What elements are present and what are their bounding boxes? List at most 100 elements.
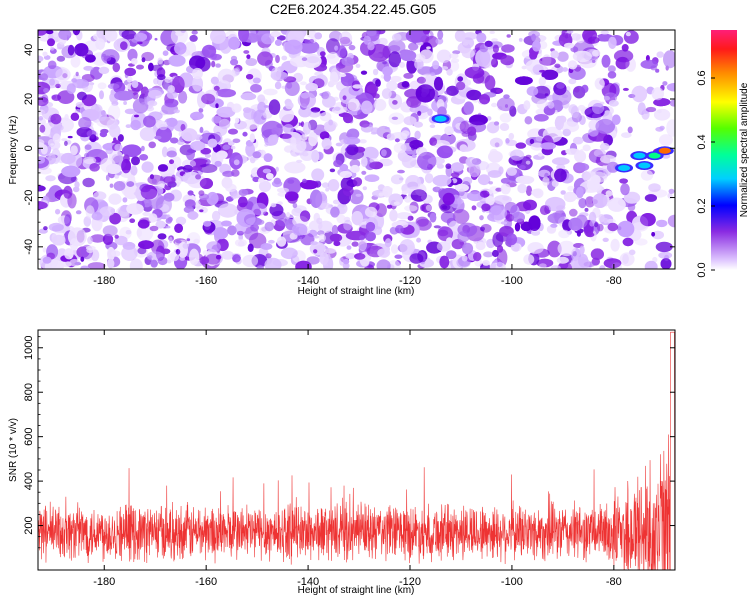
heatmap-speckle	[284, 80, 300, 96]
heatmap-speckle	[163, 176, 176, 184]
heatmap-speckle	[487, 170, 502, 178]
heatmap-speckle	[112, 62, 121, 73]
heatmap-speckle	[283, 123, 294, 134]
heatmap-speckle	[339, 171, 352, 178]
heatmap-speckle	[341, 57, 355, 66]
heatmap-speckle	[263, 153, 273, 163]
heatmap-speckle	[295, 260, 312, 269]
heatmap-speckle	[217, 68, 235, 84]
heatmap-speckle	[240, 92, 257, 101]
heatmap-speckle	[386, 80, 398, 91]
heatmap-speckle	[318, 220, 334, 233]
heatmap-speckle	[246, 54, 251, 59]
heatmap-speckle	[403, 72, 414, 79]
heatmap-speckle	[484, 75, 496, 91]
heatmap-speckle	[321, 182, 330, 188]
heatmap-speckle	[85, 53, 89, 57]
heatmap-speckle	[126, 203, 144, 215]
heatmap-speckle	[113, 81, 126, 94]
heatmap-speckle	[75, 101, 85, 108]
heatmap-speckle	[87, 262, 106, 269]
heatmap-speckle	[38, 185, 46, 192]
heatmap-speckle	[311, 168, 325, 182]
heatmap-speckle	[121, 30, 137, 40]
heatmap-speckle	[482, 260, 490, 266]
heatmap-speckle	[189, 248, 200, 266]
heatmap-speckle	[440, 211, 456, 223]
heatmap-speckle	[547, 240, 562, 258]
heatmap-speckle	[659, 134, 673, 146]
heatmap-speckle	[261, 33, 275, 45]
heatmap-speckle	[252, 151, 262, 159]
heatmap-speckle	[365, 221, 376, 232]
heatmap-speckle	[413, 121, 423, 128]
heatmap-speckle	[38, 201, 48, 210]
heatmap-speckle	[316, 217, 323, 225]
heatmap-speckle	[189, 55, 206, 70]
heatmap-speckle	[525, 154, 532, 159]
heatmap-speckle	[644, 260, 658, 269]
heatmap-speckle	[592, 193, 608, 208]
heatmap-speckle	[182, 171, 201, 185]
heatmap-speckle	[539, 205, 550, 216]
heatmap-speckle	[83, 156, 97, 165]
heatmap-speckle	[131, 80, 139, 88]
heatmap-speckle	[416, 76, 426, 84]
heatmap-speckle	[506, 233, 518, 246]
heatmap-speckle	[538, 76, 546, 86]
heatmap-speckle	[299, 40, 320, 54]
x-tick-label: -140	[297, 576, 319, 588]
heatmap-speckle	[634, 238, 648, 246]
x-tick-label: -140	[297, 275, 319, 287]
heatmap-speckle	[405, 148, 419, 155]
heatmap-speckle	[113, 181, 126, 191]
heatmap-speckle	[222, 170, 235, 177]
heatmap-speckle	[227, 225, 237, 236]
heatmap-speckle	[446, 68, 453, 76]
heatmap-speckle	[566, 30, 574, 34]
heatmap-speckle	[607, 222, 619, 232]
heatmap-speckle	[318, 234, 326, 242]
heatmap-speckle	[655, 241, 673, 253]
heatmap-speckle	[107, 104, 121, 121]
heatmap-speckle	[193, 238, 200, 244]
heatmap-speckle	[339, 31, 353, 46]
heatmap-speckle	[39, 124, 46, 133]
heatmap-speckle	[528, 215, 541, 231]
heatmap-speckle	[473, 252, 482, 262]
heatmap-speckle	[518, 37, 523, 43]
heatmap-speckle	[459, 144, 468, 152]
heatmap-speckle	[310, 241, 318, 246]
heatmap-speckle	[360, 70, 368, 75]
heatmap-speckle	[238, 30, 249, 43]
heatmap-speckle	[323, 230, 334, 245]
snr-y-label: SNR (10 * v/v)	[8, 418, 19, 482]
heatmap-speckle	[67, 135, 73, 139]
y-tick-label: 20	[23, 93, 35, 105]
heatmap-speckle	[500, 177, 511, 184]
heatmap-speckle	[479, 94, 490, 105]
heatmap-speckle	[301, 57, 308, 61]
heatmap-speckle	[466, 89, 482, 101]
heatmap-speckle	[655, 68, 660, 73]
heatmap-speckle	[138, 240, 154, 250]
heatmap-speckle	[526, 86, 539, 97]
heatmap-speckle	[126, 181, 135, 187]
heatmap-speckle	[666, 82, 675, 92]
snr-x-label: Height of straight line (km)	[298, 585, 415, 596]
heatmap-speckle	[215, 254, 222, 260]
y-tick-label: -20	[23, 190, 35, 206]
heatmap-speckle	[572, 251, 577, 257]
y-tick-label: 800	[23, 383, 35, 401]
heatmap-speckle	[441, 66, 449, 70]
heatmap-speckle	[361, 170, 367, 175]
heatmap-speckle	[90, 234, 106, 243]
heatmap-speckle	[72, 186, 80, 193]
heatmap-speckle	[538, 69, 546, 73]
heatmap-speckle	[659, 125, 665, 131]
heatmap-speckle	[523, 199, 537, 211]
heatmap-speckle	[405, 175, 421, 190]
heatmap-speckle	[42, 256, 52, 264]
heatmap-speckle	[121, 158, 131, 174]
heatmap-speckle	[631, 85, 648, 103]
